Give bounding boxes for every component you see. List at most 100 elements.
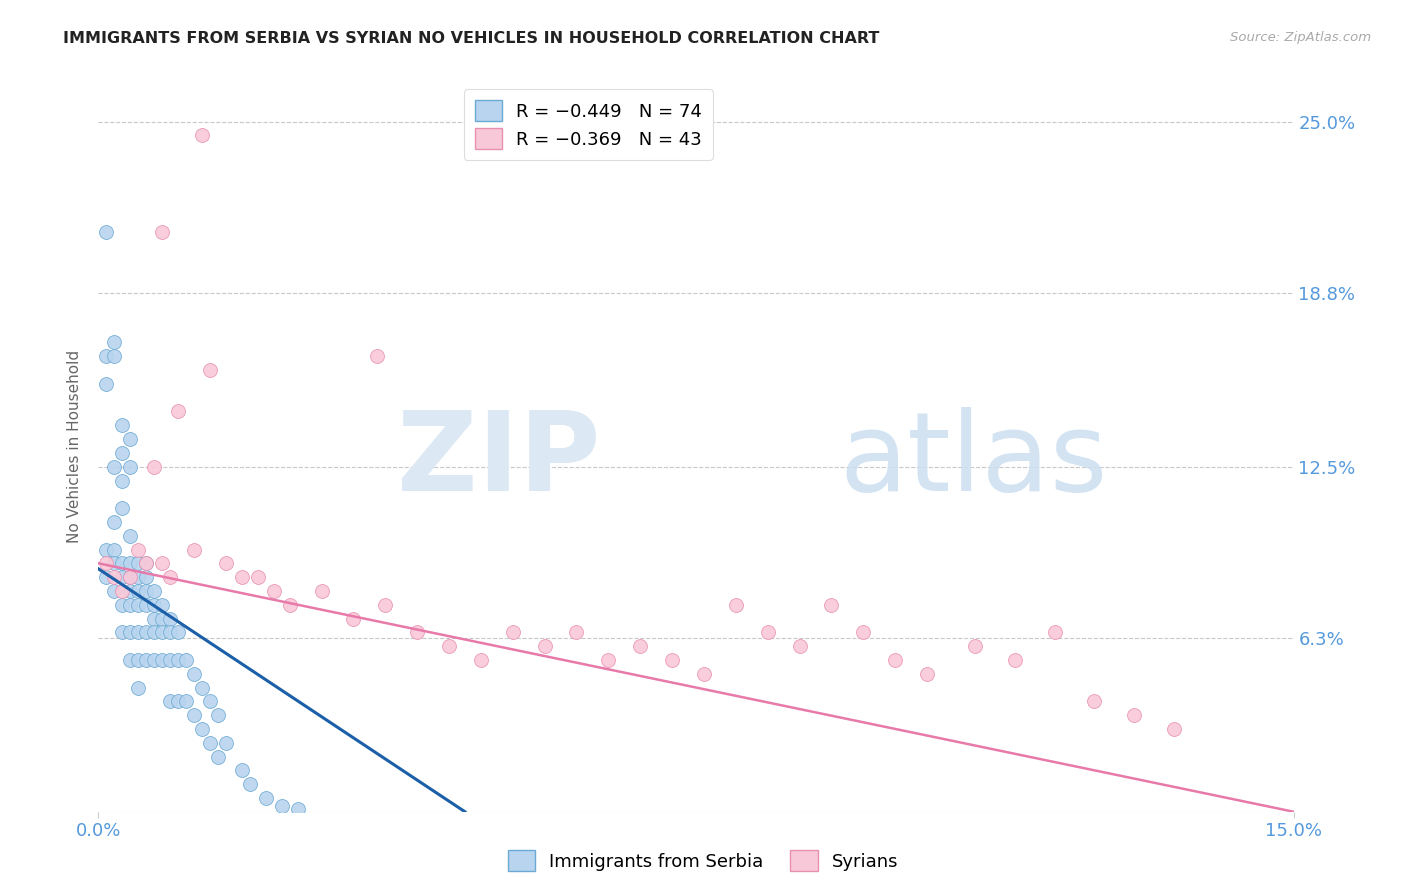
Point bbox=[191, 681, 214, 695]
Point bbox=[263, 583, 285, 598]
Point bbox=[598, 653, 620, 667]
Point bbox=[111, 598, 134, 612]
Point bbox=[143, 598, 166, 612]
Point bbox=[239, 777, 262, 791]
Point bbox=[143, 653, 166, 667]
Point bbox=[159, 611, 181, 625]
Point bbox=[111, 418, 134, 433]
Point bbox=[198, 694, 221, 708]
Point bbox=[820, 598, 842, 612]
Point bbox=[198, 363, 221, 377]
Point bbox=[143, 611, 166, 625]
Point bbox=[127, 557, 149, 571]
Point bbox=[215, 557, 238, 571]
Point bbox=[111, 583, 134, 598]
Point bbox=[127, 598, 149, 612]
Point bbox=[1163, 722, 1185, 736]
Point bbox=[103, 542, 125, 557]
Point bbox=[103, 583, 125, 598]
Point bbox=[198, 736, 221, 750]
Text: IMMIGRANTS FROM SERBIA VS SYRIAN NO VEHICLES IN HOUSEHOLD CORRELATION CHART: IMMIGRANTS FROM SERBIA VS SYRIAN NO VEHI… bbox=[63, 31, 880, 46]
Point bbox=[963, 639, 986, 653]
Point bbox=[884, 653, 907, 667]
Point bbox=[915, 666, 938, 681]
Point bbox=[246, 570, 269, 584]
Point bbox=[103, 459, 125, 474]
Point bbox=[159, 570, 181, 584]
Point bbox=[96, 570, 118, 584]
Point bbox=[183, 666, 205, 681]
Point bbox=[756, 625, 779, 640]
Point bbox=[150, 653, 173, 667]
Point bbox=[342, 611, 364, 625]
Point bbox=[135, 625, 157, 640]
Point bbox=[628, 639, 651, 653]
Point bbox=[533, 639, 555, 653]
Point bbox=[150, 611, 173, 625]
Point bbox=[159, 694, 181, 708]
Point bbox=[191, 722, 214, 736]
Point bbox=[96, 542, 118, 557]
Point bbox=[120, 598, 142, 612]
Text: Source: ZipAtlas.com: Source: ZipAtlas.com bbox=[1230, 31, 1371, 45]
Point bbox=[111, 625, 134, 640]
Point bbox=[135, 653, 157, 667]
Point bbox=[143, 583, 166, 598]
Point bbox=[174, 694, 197, 708]
Point bbox=[693, 666, 716, 681]
Point bbox=[96, 376, 118, 391]
Point bbox=[103, 335, 125, 350]
Point bbox=[96, 349, 118, 363]
Legend: Immigrants from Serbia, Syrians: Immigrants from Serbia, Syrians bbox=[501, 843, 905, 879]
Point bbox=[406, 625, 429, 640]
Point bbox=[470, 653, 492, 667]
Point bbox=[278, 598, 301, 612]
Point bbox=[127, 653, 149, 667]
Point bbox=[120, 625, 142, 640]
Point bbox=[103, 349, 125, 363]
Point bbox=[167, 694, 190, 708]
Point bbox=[120, 459, 142, 474]
Point bbox=[135, 598, 157, 612]
Point bbox=[103, 557, 125, 571]
Point bbox=[120, 653, 142, 667]
Point bbox=[127, 570, 149, 584]
Text: ZIP: ZIP bbox=[396, 407, 600, 514]
Y-axis label: No Vehicles in Household: No Vehicles in Household bbox=[67, 350, 83, 542]
Point bbox=[254, 791, 277, 805]
Point bbox=[120, 583, 142, 598]
Point bbox=[127, 542, 149, 557]
Point bbox=[1043, 625, 1066, 640]
Point bbox=[565, 625, 588, 640]
Point bbox=[167, 404, 190, 418]
Point bbox=[183, 542, 205, 557]
Point bbox=[96, 225, 118, 239]
Point bbox=[287, 802, 309, 816]
Point bbox=[502, 625, 524, 640]
Point bbox=[183, 708, 205, 723]
Point bbox=[159, 653, 181, 667]
Point bbox=[111, 557, 134, 571]
Point bbox=[120, 529, 142, 543]
Point bbox=[111, 446, 134, 460]
Point bbox=[191, 128, 214, 143]
Point bbox=[103, 570, 125, 584]
Point bbox=[135, 557, 157, 571]
Point bbox=[150, 225, 173, 239]
Point bbox=[207, 708, 229, 723]
Text: atlas: atlas bbox=[839, 407, 1108, 514]
Point bbox=[127, 583, 149, 598]
Point bbox=[143, 459, 166, 474]
Point bbox=[150, 625, 173, 640]
Point bbox=[437, 639, 460, 653]
Point bbox=[366, 349, 388, 363]
Point bbox=[1083, 694, 1105, 708]
Point bbox=[150, 557, 173, 571]
Point bbox=[120, 557, 142, 571]
Point bbox=[120, 570, 142, 584]
Point bbox=[135, 557, 157, 571]
Point bbox=[1004, 653, 1026, 667]
Point bbox=[103, 515, 125, 529]
Point bbox=[135, 583, 157, 598]
Point bbox=[159, 625, 181, 640]
